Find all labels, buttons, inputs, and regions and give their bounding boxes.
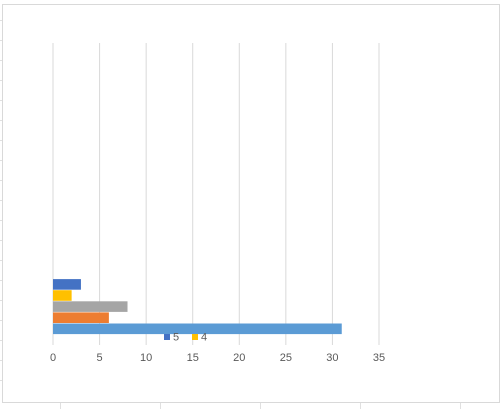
bar [53, 312, 109, 323]
chart-area [2, 4, 500, 403]
bar [53, 323, 342, 335]
x-tick-label: 0 [50, 352, 56, 364]
x-tick-label: 15 [187, 352, 199, 364]
bar [53, 290, 72, 301]
legend-label: 4 [201, 331, 207, 343]
x-tick-label: 5 [97, 352, 103, 364]
x-tick-label: 20 [233, 352, 245, 364]
x-tick-label: 35 [373, 352, 385, 364]
legend-label: 5 [173, 331, 179, 343]
legend-swatch [192, 334, 198, 340]
bar [53, 279, 81, 290]
legend-swatch [164, 334, 170, 340]
x-tick-label: 25 [280, 352, 292, 364]
bar [53, 301, 128, 312]
x-tick-label: 10 [140, 352, 152, 364]
x-tick-label: 30 [326, 352, 338, 364]
